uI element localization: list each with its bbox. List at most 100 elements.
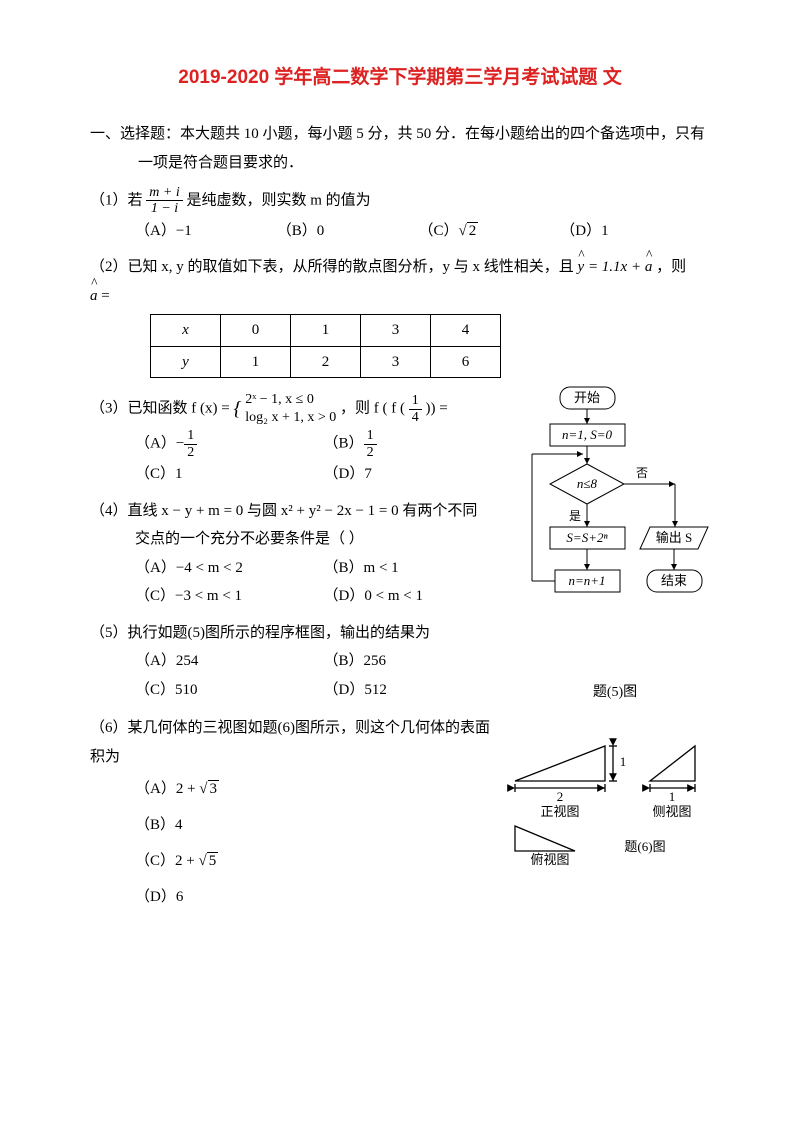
q3-piece1: 2ˣ − 1, x ≤ 0 (245, 391, 336, 409)
q2-y1: 2 (291, 346, 361, 378)
q2-y3: 6 (431, 346, 501, 378)
q3-options: （A）−12 （B）12 (90, 428, 520, 460)
flow-update-n: n=n+1 (568, 573, 605, 588)
q6-row: （6）某几何体的三视图如题(6)图所示，则这个几何体的表面积为 （A）2 + 3… (90, 706, 710, 915)
q1-options: （A）−1 （B）0 （C）2 （D）1 (90, 217, 710, 246)
flow-start: 开始 (574, 390, 600, 405)
q3-5-row: （3）已知函数 f (x) = { 2ˣ − 1, x ≤ 0 log₂ x +… (90, 382, 710, 706)
q3-14-n: 1 (409, 393, 422, 409)
q2-th-y: y (151, 346, 221, 378)
q2-stem-b: ，则 (656, 259, 686, 275)
q3-a-pre: （A）− (135, 436, 184, 452)
left-column: （3）已知函数 f (x) = { 2ˣ − 1, x ≤ 0 log₂ x +… (90, 382, 520, 704)
q2-y2: 3 (361, 346, 431, 378)
q3-piecewise: 2ˣ − 1, x ≤ 0 log₂ x + 1, x > 0 (245, 391, 336, 427)
q6-a-pre: （A）2 + (135, 781, 199, 797)
question-3: （3）已知函数 f (x) = { 2ˣ − 1, x ≤ 0 log₂ x +… (90, 390, 520, 428)
q5-opt-b: （B）256 (324, 647, 509, 676)
q1-frac-num: m + i (146, 185, 182, 201)
q3-b-d: 2 (364, 445, 377, 460)
q6-caption: 题(6)图 (624, 839, 665, 854)
q4-options-2: （C）−3 < m < 1 （D）0 < m < 1 (90, 582, 520, 611)
question-5: （5）执行如题(5)图所示的程序框图，输出的结果为 (90, 619, 520, 648)
table-row: x 0 1 3 4 (151, 315, 501, 347)
q3-stem-pre: （3）已知函数 f (x) = (90, 401, 233, 417)
q4-opt-c: （C）−3 < m < 1 (135, 582, 320, 611)
q1-opt-a: （A）−1 (135, 217, 273, 246)
page: 2019-2020 学年高二数学下学期第三学月考试试题 文 一、选择题：本大题共… (0, 0, 800, 955)
flow-update-s: S=S+2ⁿ (566, 530, 608, 545)
sqrt-icon: 5 (198, 843, 218, 879)
q2-ahat2: a (90, 282, 98, 311)
q3-a-n: 1 (184, 428, 197, 444)
q3-frac14: 1 4 (409, 393, 422, 425)
q5-options: （A）254 （B）256 (90, 647, 520, 676)
flow-yes: 是 (569, 509, 581, 523)
flow-no: 否 (636, 466, 648, 480)
q6-left: （6）某几何体的三视图如题(6)图所示，则这个几何体的表面积为 （A）2 + 3… (90, 706, 500, 915)
q2-yhat: y (578, 253, 585, 282)
q2-x1: 1 (291, 315, 361, 347)
doc-title: 2019-2020 学年高二数学下学期第三学月考试试题 文 (90, 60, 710, 96)
question-2: （2）已知 x, y 的取值如下表，从所得的散点图分析，y 与 x 线性相关，且… (90, 253, 710, 282)
q5-caption: 题(5)图 (520, 680, 710, 707)
flowchart-svg: 开始 n=1, S=0 n≤8 是 否 (520, 382, 710, 667)
q2-x2: 3 (361, 315, 431, 347)
q2-ahat-line: a = (90, 282, 710, 311)
sqrt-icon: 2 (459, 217, 479, 246)
q6-options: （A）2 + 3 （B）4 （C）2 + 5 （D）6 (90, 771, 500, 915)
q6-front-label: 正视图 (540, 804, 579, 819)
q3-b-frac: 12 (364, 428, 377, 460)
q4-opt-d: （D）0 < m < 1 (324, 582, 509, 611)
q6-side-label: 侧视图 (652, 804, 691, 819)
q1-frac-den: 1 − i (146, 201, 182, 216)
q1-opt-c: （C） 2 (419, 217, 557, 246)
question-4: （4）直线 x − y + m = 0 与圆 x² + y² − 2x − 1 … (90, 497, 520, 554)
q1-c-sqrt: 2 (467, 222, 479, 239)
q2-eq-mid: = 1.1x + (588, 259, 645, 275)
flow-end: 结束 (661, 573, 687, 588)
q2-th-x: x (151, 315, 221, 347)
q3-a-frac: 12 (184, 428, 197, 460)
q4-stem-a: （4）直线 x − y + m = 0 与圆 x² + y² − 2x − 1 … (90, 497, 520, 526)
q4-options: （A）−4 < m < 2 （B）m < 1 (90, 554, 520, 583)
q3-opt-a: （A）−12 (135, 428, 320, 460)
q6-dim1a: 1 (620, 754, 627, 769)
q2-x0: 0 (221, 315, 291, 347)
q6-views-svg: 2 1 1 正视图 侧视图 俯视图 题(6)图 (500, 736, 710, 866)
q3-14-d: 4 (409, 410, 422, 425)
q4-opt-b: （B）m < 1 (324, 554, 509, 583)
q1-opt-b: （B）0 (277, 217, 415, 246)
q3-stem-post: )) = (426, 401, 448, 417)
q3-options-2: （C）1 （D）7 (90, 460, 520, 489)
q3-b-n: 1 (364, 428, 377, 444)
q5-opt-c: （C）510 (135, 676, 320, 705)
section-1-instruction: 一、选择题：本大题共 10 小题，每小题 5 分，共 50 分．在每小题给出的四… (90, 120, 710, 177)
q6-opt-a: （A）2 + 3 (135, 771, 500, 807)
sqrt-icon: 3 (199, 771, 219, 807)
q2-table: x 0 1 3 4 y 1 2 3 6 (150, 314, 501, 378)
q3-opt-b: （B）12 (324, 428, 509, 460)
q5-opt-a: （A）254 (135, 647, 320, 676)
q3-opt-c: （C）1 (135, 460, 320, 489)
q6-c-sqrt: 5 (207, 852, 219, 869)
q3-a-d: 2 (184, 445, 197, 460)
flowchart-figure: 开始 n=1, S=0 n≤8 是 否 (520, 382, 710, 706)
q6-opt-d: （D）6 (135, 879, 500, 915)
q6-top-label: 俯视图 (530, 852, 569, 866)
q3-stem-mid: ，则 f ( f ( (340, 401, 405, 417)
q1-c-pre: （C） (419, 223, 459, 239)
question-1: （1）若 m + i 1 − i 是纯虚数，则实数 m 的值为 (90, 185, 710, 217)
q2-stem-a: （2）已知 x, y 的取值如下表，从所得的散点图分析，y 与 x 线性相关，且 (90, 259, 578, 275)
q6-dim1b: 1 (669, 789, 676, 804)
q2-y0: 1 (221, 346, 291, 378)
q5-options-2: （C）510 （D）512 (90, 676, 520, 705)
q6-dim2: 2 (557, 789, 564, 804)
q5-opt-d: （D）512 (324, 676, 509, 705)
q6-opt-b: （B）4 (135, 807, 500, 843)
q2-ahat: a (645, 253, 653, 282)
q3-opt-d: （D）7 (324, 460, 509, 489)
q1-stem-pre: （1）若 (90, 192, 146, 208)
q6-a-sqrt: 3 (208, 780, 220, 797)
question-6: （6）某几何体的三视图如题(6)图所示，则这个几何体的表面积为 (90, 714, 500, 771)
